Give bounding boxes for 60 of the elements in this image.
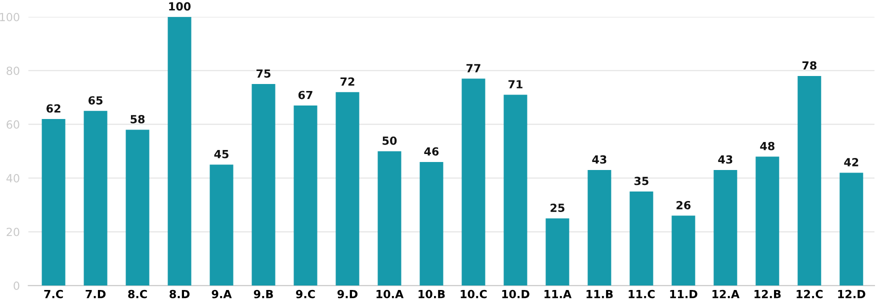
x-tick-label: 7.C: [44, 290, 63, 298]
x-tick-label: 7.D: [86, 290, 106, 298]
data-label: 65: [88, 96, 102, 105]
x-tick-label: 11.D: [670, 290, 698, 298]
data-label: 35: [634, 176, 648, 186]
bar: [378, 151, 402, 286]
bar: [252, 84, 276, 286]
bar: [504, 94, 528, 286]
data-label: 78: [802, 61, 816, 70]
bar: [84, 110, 108, 286]
data-label: 62: [46, 104, 60, 113]
bar: [294, 106, 318, 286]
x-tick-label: 9.C: [296, 290, 315, 298]
data-label: 45: [214, 150, 228, 158]
x-tick-label: 11.C: [628, 290, 655, 298]
data-label: 43: [592, 155, 606, 164]
bar: [126, 130, 150, 286]
x-tick-label: 10.C: [460, 290, 487, 298]
x-tick-label: 9.A: [212, 290, 232, 298]
bar: [336, 92, 360, 286]
x-tick-label: 10.D: [502, 290, 530, 298]
data-label: 25: [550, 204, 564, 212]
bar: [756, 156, 780, 286]
x-tick-label: 11.A: [544, 290, 572, 298]
x-tick-label: 8.C: [128, 290, 147, 298]
x-tick-label: 9.B: [254, 290, 273, 298]
data-label: 43: [718, 155, 732, 164]
data-label: 26: [676, 200, 691, 210]
bar: [168, 16, 192, 286]
data-label: 48: [760, 142, 774, 150]
x-tick-label: 12.D: [838, 290, 866, 298]
data-label: 100: [169, 2, 191, 11]
bar: [42, 118, 66, 286]
data-label: 71: [508, 80, 522, 88]
x-tick-label: 10.A: [376, 290, 404, 298]
data-label: 50: [382, 136, 397, 145]
bar: [630, 191, 654, 286]
bar: [420, 162, 444, 286]
x-tick-label: 10.B: [418, 290, 445, 298]
bar: [546, 218, 570, 286]
x-tick-label: 12.A: [712, 290, 740, 298]
x-tick-label: 12.B: [754, 290, 781, 298]
x-tick-label: 8.D: [170, 290, 190, 298]
x-tick-label: 12.C: [796, 290, 823, 298]
data-label: 75: [256, 69, 270, 78]
bar: [714, 170, 738, 286]
data-label: 46: [424, 147, 439, 156]
data-label: 58: [130, 114, 145, 124]
bar: [840, 172, 864, 286]
bar: [588, 170, 612, 286]
data-label: 72: [340, 77, 354, 86]
bar: [672, 216, 696, 286]
data-label: 67: [298, 90, 312, 100]
data-label: 42: [844, 158, 858, 166]
data-label: 77: [466, 64, 480, 72]
x-tick-label: 11.B: [586, 290, 613, 298]
bar: [210, 164, 234, 286]
bar: [798, 76, 822, 286]
bar: [462, 78, 486, 286]
x-tick-label: 9.D: [337, 290, 358, 298]
